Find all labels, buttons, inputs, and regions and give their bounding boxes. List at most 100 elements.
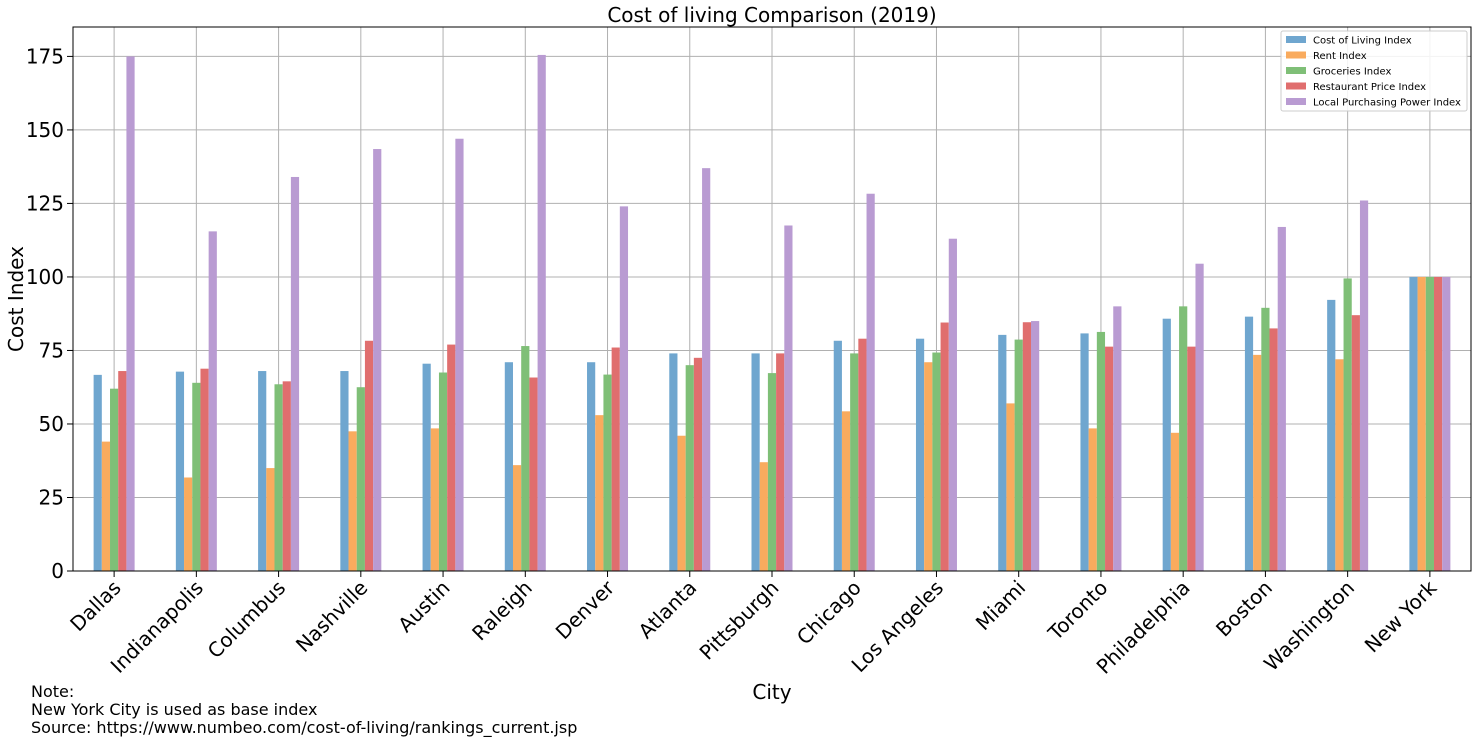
y-tick-label: 0 [51, 559, 64, 583]
note-base-index: New York City is used as base index [31, 700, 318, 719]
bar [1425, 276, 1434, 571]
bar [932, 352, 941, 571]
bar [1433, 276, 1443, 571]
y-tick-label: 100 [26, 265, 64, 289]
x-tick-label: Columbus [203, 576, 290, 663]
bar [1031, 321, 1040, 571]
bar [1253, 354, 1262, 571]
bar [521, 346, 530, 571]
bar [529, 377, 538, 571]
y-tick-label: 50 [39, 412, 64, 436]
bar [422, 363, 431, 571]
bar [1088, 428, 1097, 571]
bar [858, 338, 867, 571]
legend-label: Restaurant Price Index [1313, 82, 1426, 93]
bar [1006, 403, 1015, 571]
bar [784, 225, 793, 571]
legend-label: Local Purchasing Power Index [1313, 98, 1461, 109]
bar [1335, 359, 1344, 571]
legend-label: Groceries Index [1313, 67, 1391, 78]
x-tick-label: Dallas [65, 576, 125, 636]
bar [1417, 276, 1426, 571]
x-tick-label: Denver [551, 575, 620, 644]
x-tick-label: Boston [1211, 576, 1277, 642]
bar [430, 428, 439, 571]
legend-frame [1280, 30, 1468, 112]
bar [751, 353, 760, 571]
bar [1105, 346, 1114, 571]
x-tick-label: Austin [393, 576, 454, 637]
y-tick-label: 150 [26, 118, 64, 142]
bar [266, 468, 275, 571]
bar [833, 340, 842, 571]
y-tick-label: 125 [26, 191, 64, 215]
bar [348, 431, 357, 571]
legend: Cost of Living Index Rent Index Groceries … [1280, 30, 1468, 112]
bar [1113, 306, 1122, 571]
bar [373, 149, 382, 572]
legend-label: Rent Index [1313, 51, 1367, 62]
bar [364, 340, 374, 571]
bar [340, 371, 349, 571]
bar [1442, 276, 1451, 571]
y-axis-ticks: 0 25 50 75 100 125 150 175 [26, 44, 73, 583]
note-block: Note: New York City is used as base inde… [31, 683, 577, 737]
bar [1359, 200, 1369, 572]
y-tick-label: 175 [26, 44, 64, 68]
bar [1409, 276, 1418, 571]
bar [512, 465, 522, 571]
bar [537, 54, 546, 572]
bar [1080, 333, 1089, 571]
bar [274, 384, 283, 571]
y-axis-label: Cost Index [4, 246, 28, 352]
bars [93, 54, 1451, 572]
bar [767, 373, 777, 571]
bar [290, 176, 300, 571]
bar [200, 368, 209, 571]
x-axis-label: City [752, 680, 791, 704]
x-tick-label: Pittsburgh [695, 576, 784, 665]
y-tick-label: 25 [39, 485, 64, 509]
x-tick-label: Chicago [792, 576, 866, 650]
bar [1195, 263, 1204, 571]
x-tick-label: New York [1360, 575, 1442, 657]
bar [175, 371, 185, 571]
chart-title: Cost of living Comparison (2019) [607, 3, 936, 27]
bar [1187, 346, 1196, 571]
legend-swatch [1286, 51, 1306, 59]
legend-label: Cost of Living Index [1313, 36, 1412, 47]
bar [841, 411, 851, 571]
bar [924, 362, 933, 571]
bar [1269, 328, 1278, 571]
bar [587, 362, 596, 571]
bar [258, 371, 267, 571]
bar [184, 477, 193, 571]
note-heading: Note: [31, 682, 75, 701]
bar [1261, 307, 1270, 571]
x-tick-label: Raleigh [467, 576, 537, 646]
legend-swatch [1286, 82, 1306, 90]
bar [619, 206, 629, 571]
bar [850, 353, 859, 571]
bar [455, 138, 464, 571]
bar [110, 388, 119, 571]
bar [685, 365, 694, 571]
bar [1022, 322, 1032, 571]
note-source: Source: https://www.numbeo.com/cost-of-l… [31, 718, 578, 737]
bar [948, 238, 957, 571]
y-tick-label: 75 [39, 338, 64, 362]
bar [93, 374, 102, 571]
bar [126, 56, 135, 572]
bar [693, 357, 703, 571]
bar [1179, 306, 1188, 571]
x-tick-label: Nashville [291, 576, 372, 657]
bar [447, 344, 456, 571]
legend-swatch [1286, 36, 1306, 43]
bar [1351, 315, 1360, 571]
bar [438, 372, 448, 571]
x-tick-label: Atlanta [634, 576, 702, 644]
bar [998, 334, 1007, 571]
bar [1096, 331, 1106, 571]
bar [1162, 318, 1171, 571]
